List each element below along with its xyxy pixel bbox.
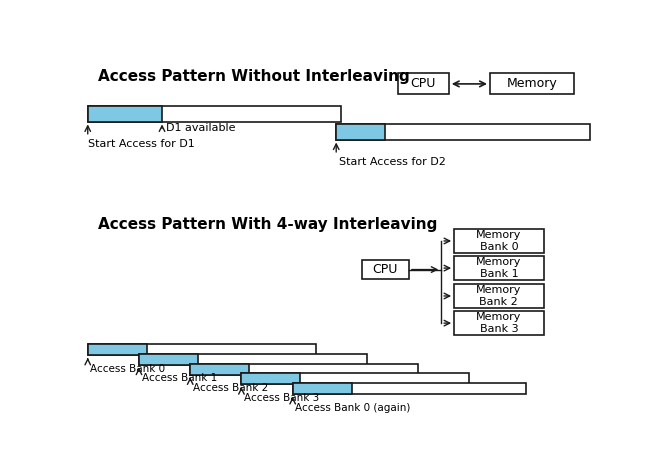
Text: Access Bank 0: Access Bank 0 <box>91 364 165 374</box>
Text: Access Pattern Without Interleaving: Access Pattern Without Interleaving <box>98 69 410 84</box>
Bar <box>293 383 352 394</box>
Bar <box>454 284 543 308</box>
Bar <box>190 364 418 375</box>
Bar <box>454 229 543 253</box>
Text: Memory
Bank 0: Memory Bank 0 <box>476 230 522 252</box>
Bar <box>139 354 367 365</box>
Text: Access Pattern With 4-way Interleaving: Access Pattern With 4-way Interleaving <box>98 217 438 232</box>
Bar <box>139 354 198 365</box>
Bar <box>88 106 162 122</box>
Text: Start Access for D1: Start Access for D1 <box>88 139 194 149</box>
Bar <box>454 256 543 281</box>
Bar <box>241 374 300 384</box>
Text: Memory
Bank 2: Memory Bank 2 <box>476 285 522 307</box>
Bar <box>88 344 147 355</box>
Bar <box>398 73 449 94</box>
Bar <box>190 364 249 375</box>
Text: Memory: Memory <box>507 78 557 90</box>
Bar <box>88 344 316 355</box>
Bar <box>336 125 385 140</box>
Text: CPU: CPU <box>373 263 398 276</box>
Text: D1 available: D1 available <box>166 123 235 133</box>
Bar <box>241 374 469 384</box>
Bar <box>362 260 409 279</box>
Text: Access Bank 2: Access Bank 2 <box>193 383 268 393</box>
Bar <box>490 73 574 94</box>
Text: CPU: CPU <box>410 78 436 90</box>
Text: Access Bank 0 (again): Access Bank 0 (again) <box>295 403 410 413</box>
Text: Start Access for D2: Start Access for D2 <box>338 157 446 167</box>
Text: Access Bank 1: Access Bank 1 <box>141 374 217 384</box>
Text: Memory
Bank 3: Memory Bank 3 <box>476 313 522 334</box>
Bar <box>454 311 543 336</box>
Bar <box>293 383 525 394</box>
Bar <box>88 106 341 122</box>
Bar <box>336 125 590 140</box>
Text: Memory
Bank 1: Memory Bank 1 <box>476 257 522 279</box>
Text: Access Bank 3: Access Bank 3 <box>244 393 319 403</box>
